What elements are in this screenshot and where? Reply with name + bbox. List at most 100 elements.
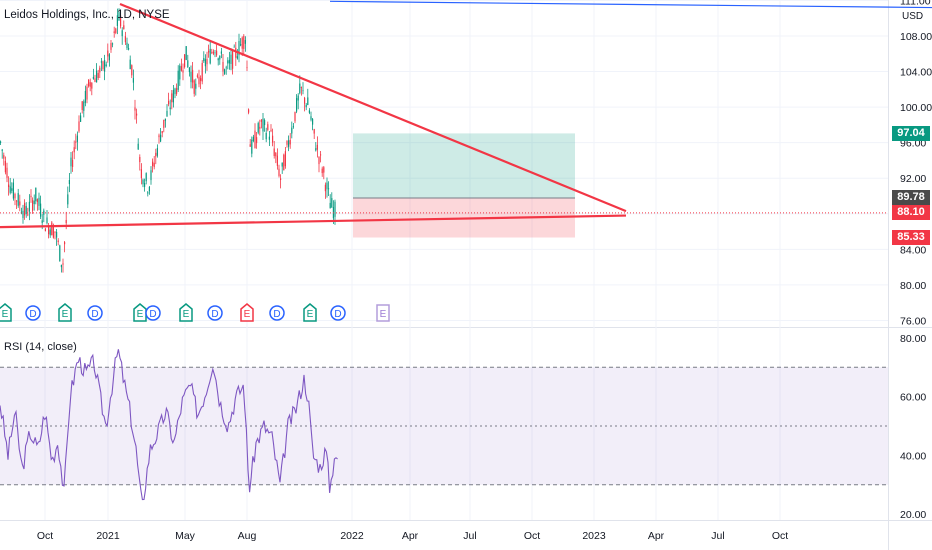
earnings-marker[interactable]: E (133, 303, 147, 322)
target-price-badge: 97.04 (892, 125, 930, 141)
candle-body (100, 61, 102, 63)
candle-body (225, 67, 227, 69)
candle-body (105, 64, 107, 66)
candle-body (198, 76, 200, 85)
dividend-marker[interactable]: D (145, 305, 161, 321)
earnings-marker[interactable]: E (179, 303, 193, 322)
candle-body (97, 72, 99, 79)
candle-body (102, 61, 104, 70)
candle-body (212, 51, 214, 54)
candle-body (64, 242, 66, 245)
candle-body (216, 50, 218, 56)
candle-body (9, 186, 11, 193)
stop-price-badge: 85.33 (892, 230, 930, 245)
candle-body (188, 67, 190, 73)
candle-body (204, 59, 206, 67)
candle-body (65, 219, 67, 224)
candle-body (120, 15, 122, 27)
candle-body (267, 124, 269, 130)
candle-body (70, 157, 72, 167)
candle-body (289, 139, 291, 145)
candle-body (174, 88, 176, 95)
candle-body (219, 55, 221, 60)
candle-body (68, 180, 70, 185)
long-position-tool[interactable] (353, 133, 575, 238)
candle-body (75, 141, 77, 143)
candle-body (96, 70, 98, 83)
candle-body (281, 162, 283, 167)
candle-body (76, 135, 78, 142)
candle-body (91, 82, 93, 89)
candle-body (278, 168, 280, 176)
candle-body (305, 104, 307, 108)
candle-body (224, 69, 226, 74)
candle-body (260, 119, 262, 122)
price-tick-label: 84.00 (900, 244, 926, 256)
dividend-marker[interactable]: D (269, 305, 285, 321)
earnings-marker[interactable]: E (376, 304, 390, 322)
earnings-marker[interactable]: E (303, 303, 317, 322)
candle-body (286, 140, 288, 145)
earnings-marker[interactable]: E (240, 303, 254, 322)
candle-body (203, 57, 205, 62)
candle-body (147, 192, 149, 194)
candle-body (148, 186, 150, 192)
event-label: E (183, 309, 190, 320)
time-tick-label: 2023 (582, 530, 606, 542)
chart-title: Leidos Holdings, Inc., 1D, NYSE (4, 9, 170, 21)
candle-body (201, 62, 203, 82)
candle-body (99, 67, 101, 73)
candle-body (246, 67, 248, 69)
candle-body (73, 147, 75, 153)
candle-body (185, 46, 187, 60)
candle-body (136, 113, 138, 116)
rsi-line (0, 349, 338, 501)
candle-body (324, 184, 326, 192)
earnings-marker[interactable]: E (0, 303, 12, 322)
candle-body (152, 161, 154, 166)
candle-body (190, 71, 192, 83)
candle-body (184, 54, 186, 67)
price-tick-label: 104.00 (900, 67, 932, 79)
candle-body (275, 152, 277, 157)
candle-body (176, 88, 178, 94)
candle-body (256, 137, 258, 144)
candle-body (80, 115, 82, 122)
candle-body (83, 101, 85, 111)
candle-body (49, 229, 51, 236)
candle-body (134, 107, 136, 111)
dividend-marker[interactable]: D (25, 305, 41, 321)
candle-body (35, 187, 37, 202)
dividend-marker[interactable]: D (207, 305, 223, 321)
candle-body (262, 118, 264, 132)
earnings-marker[interactable]: E (58, 303, 72, 322)
candle-body (153, 162, 155, 168)
dividend-marker[interactable]: D (87, 305, 103, 321)
dividend-circle (25, 305, 41, 321)
candle-body (179, 65, 181, 80)
candle-body (214, 52, 216, 54)
candle-body (252, 136, 254, 142)
candle-body (171, 93, 173, 103)
candle-body (17, 193, 19, 206)
candle-body (288, 140, 290, 147)
candle-body (32, 200, 34, 211)
event-label: D (273, 309, 280, 320)
candle-body (316, 144, 318, 150)
candle-body (238, 40, 240, 56)
dividend-marker[interactable]: D (330, 305, 346, 321)
dividend-circle (87, 305, 103, 321)
trendlines[interactable] (0, 0, 932, 229)
event-label: E (307, 309, 314, 320)
candle-body (251, 139, 253, 154)
candle-body (254, 130, 256, 148)
price-tick-label: 108.00 (900, 31, 932, 43)
candle-body (241, 37, 243, 49)
candle-body (11, 188, 13, 191)
dividend-circle (269, 305, 285, 321)
candle-body (168, 100, 170, 105)
candle-body (307, 97, 309, 106)
candle-body (81, 101, 83, 111)
